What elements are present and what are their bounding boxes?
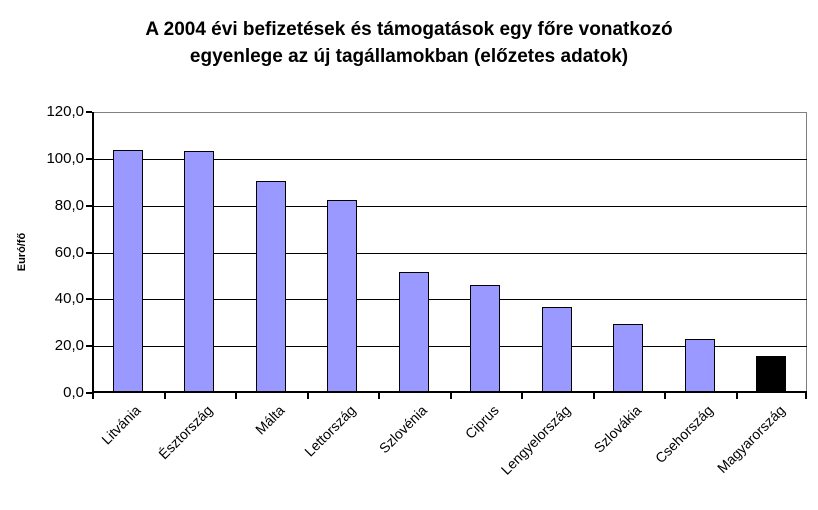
y-tick-label: 80,0 — [54, 197, 84, 214]
x-tick-label-lengyelorszag: Lengyelország — [471, 402, 573, 478]
bar-csehorszag — [685, 339, 715, 393]
x-axis-tick — [805, 393, 807, 399]
y-axis-tick — [86, 158, 92, 160]
chart-title-line-1: A 2004 évi befizetések és támogatások eg… — [145, 19, 673, 40]
x-tick-label-malta: Málta — [242, 402, 288, 438]
x-axis-tick — [307, 393, 309, 399]
y-tick-label: 120,0 — [46, 103, 84, 120]
gridline — [92, 159, 807, 160]
x-tick-label-text: Lettország — [301, 402, 359, 460]
x-tick-label-esztorszag: Észtország — [135, 402, 215, 462]
x-axis-tick — [593, 393, 595, 399]
bar-szlovenia — [399, 272, 429, 393]
y-axis-tick — [86, 252, 92, 254]
x-axis-tick — [521, 393, 523, 399]
plot-border-top — [92, 112, 807, 113]
bar-esztorszag — [184, 151, 214, 393]
bar-ciprus — [470, 285, 500, 393]
x-tick-label-text: Észtország — [155, 402, 216, 463]
x-axis-tick — [235, 393, 237, 399]
x-axis-tick — [664, 393, 666, 399]
x-axis-line — [92, 391, 807, 393]
gridline — [92, 206, 807, 207]
y-tick-label: 40,0 — [54, 290, 84, 307]
plot-area — [86, 111, 807, 399]
y-tick-label: 100,0 — [46, 150, 84, 167]
x-tick-label-litvania: Litvánia — [84, 402, 144, 447]
y-axis-tick — [86, 111, 92, 113]
y-axis-line — [92, 112, 94, 393]
x-tick-label-lettorszag: Lettország — [282, 402, 359, 460]
gridline — [92, 299, 807, 300]
bar-malta — [256, 181, 286, 393]
x-axis-tick — [736, 393, 738, 399]
y-tick-label: 20,0 — [54, 337, 84, 354]
x-axis-tick — [378, 393, 380, 399]
x-tick-label-magyarorszag: Magyarország — [688, 402, 788, 476]
gridline — [92, 253, 807, 254]
x-axis-tick — [450, 393, 452, 399]
x-axis-tick — [164, 393, 166, 399]
gridline — [92, 346, 807, 347]
y-tick-label: 0,0 — [63, 384, 84, 401]
y-axis-tick — [86, 298, 92, 300]
bar-szlovakia — [613, 324, 643, 393]
y-axis-tick — [86, 205, 92, 207]
chart-title-line-2: egyenlege az új tagállamokban (előzetes … — [189, 46, 629, 67]
bar-magyarorszag — [756, 356, 786, 393]
x-tick-label-text: Szlovénia — [375, 402, 431, 457]
plot-border-right — [806, 112, 807, 393]
bar-litvania — [113, 150, 143, 393]
x-axis-tick — [92, 393, 94, 399]
y-axis-tick — [86, 392, 92, 394]
x-tick-label-text: Magyarország — [713, 402, 788, 477]
x-tick-label-text: Lengyelország — [497, 402, 574, 478]
y-axis-tick — [86, 345, 92, 347]
chart-title: A 2004 évi befizetések és támogatások eg… — [0, 16, 818, 70]
bar-lengyelorszag — [542, 307, 572, 393]
x-tick-label-szlovenia: Szlovénia — [358, 402, 430, 456]
x-tick-label-szlovakia: Szlovákia — [573, 402, 645, 456]
bar-lettorszag — [327, 200, 357, 393]
y-tick-label: 60,0 — [54, 244, 84, 261]
